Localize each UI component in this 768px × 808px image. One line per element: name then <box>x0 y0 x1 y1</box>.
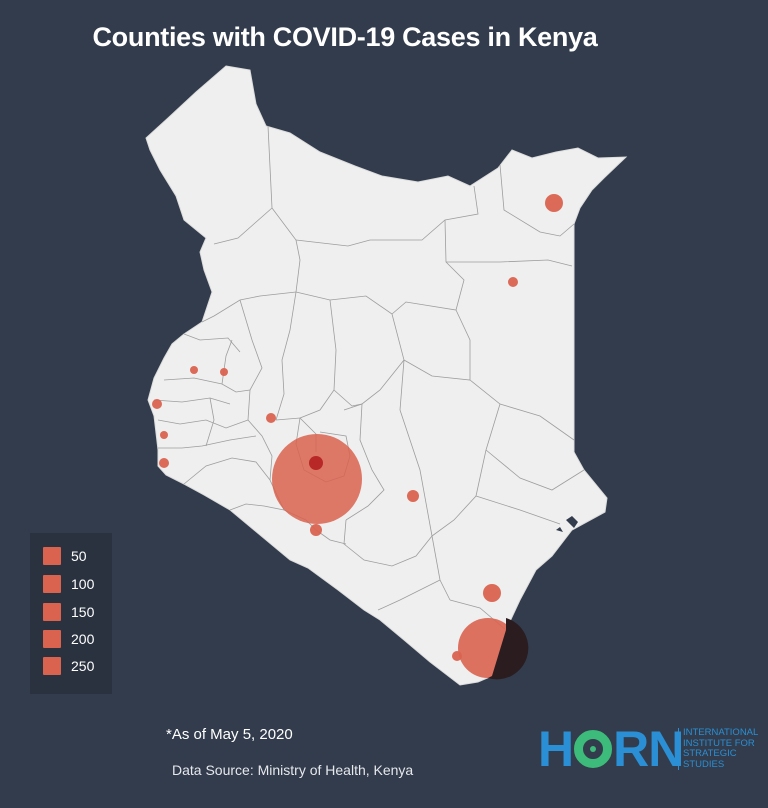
legend-item: 100 <box>43 574 94 594</box>
wajir-bubble <box>508 277 518 287</box>
logo-wordmark: H RN <box>538 721 684 777</box>
kenya-land <box>145 65 628 686</box>
legend-label: 150 <box>71 604 95 620</box>
nakuru-bubble <box>266 413 276 423</box>
legend-swatch <box>43 603 61 621</box>
migori-bubble <box>159 458 169 468</box>
logo-line: INTERNATIONAL <box>683 727 759 738</box>
legend-item: 50 <box>43 546 87 566</box>
logo-divider <box>678 728 679 770</box>
legend-label: 100 <box>71 576 95 592</box>
logo-letters-rn: RN <box>613 721 684 777</box>
uasin-gishu-bubble <box>220 368 228 376</box>
legend-label: 200 <box>71 631 95 647</box>
legend: 50 100 150 200 250 <box>30 533 112 694</box>
nairobi-bubble <box>272 434 362 524</box>
logo-line: STRATEGIC <box>683 748 737 759</box>
county-borders <box>153 125 585 631</box>
mandera-bubble <box>545 194 563 212</box>
coast-details <box>556 516 578 532</box>
legend-swatch <box>43 657 61 675</box>
logo-institute-name: INTERNATIONAL INSTITUTE FOR STRATEGIC ST… <box>683 727 763 770</box>
logo-o-icon <box>574 730 613 768</box>
legend-item: 150 <box>43 602 94 622</box>
as-of-note: *As of May 5, 2020 <box>166 726 293 743</box>
mombasa-bubble-sea-overlap <box>488 618 529 680</box>
kajiado-bubble <box>310 524 322 536</box>
kitui-bubble <box>407 490 419 502</box>
kisumu-bubble <box>160 431 168 439</box>
legend-swatch <box>43 630 61 648</box>
logo-line: INSTITUTE FOR <box>683 737 755 749</box>
legend-item: 200 <box>43 629 94 649</box>
kilifi-bubble <box>483 584 501 602</box>
legend-swatch <box>43 547 61 565</box>
legend-label: 50 <box>71 548 87 564</box>
logo-letter-h: H <box>538 721 574 777</box>
legend-label: 250 <box>71 658 95 674</box>
legend-item: 250 <box>43 656 94 676</box>
kwale-bubble <box>452 651 462 661</box>
legend-swatch <box>43 575 61 593</box>
map-title: Counties with COVID-19 Cases in Kenya <box>92 22 598 52</box>
bungoma-bubble <box>190 366 198 374</box>
horn-logo: H RN INTERNATIONAL INSTITUTE FOR STRATEG… <box>538 724 760 774</box>
case-bubbles <box>152 194 563 680</box>
logo-line: STUDIES <box>683 758 725 770</box>
data-source: Data Source: Ministry of Health, Kenya <box>172 762 414 778</box>
nairobi-core <box>309 456 323 470</box>
busia-bubble <box>152 399 162 409</box>
